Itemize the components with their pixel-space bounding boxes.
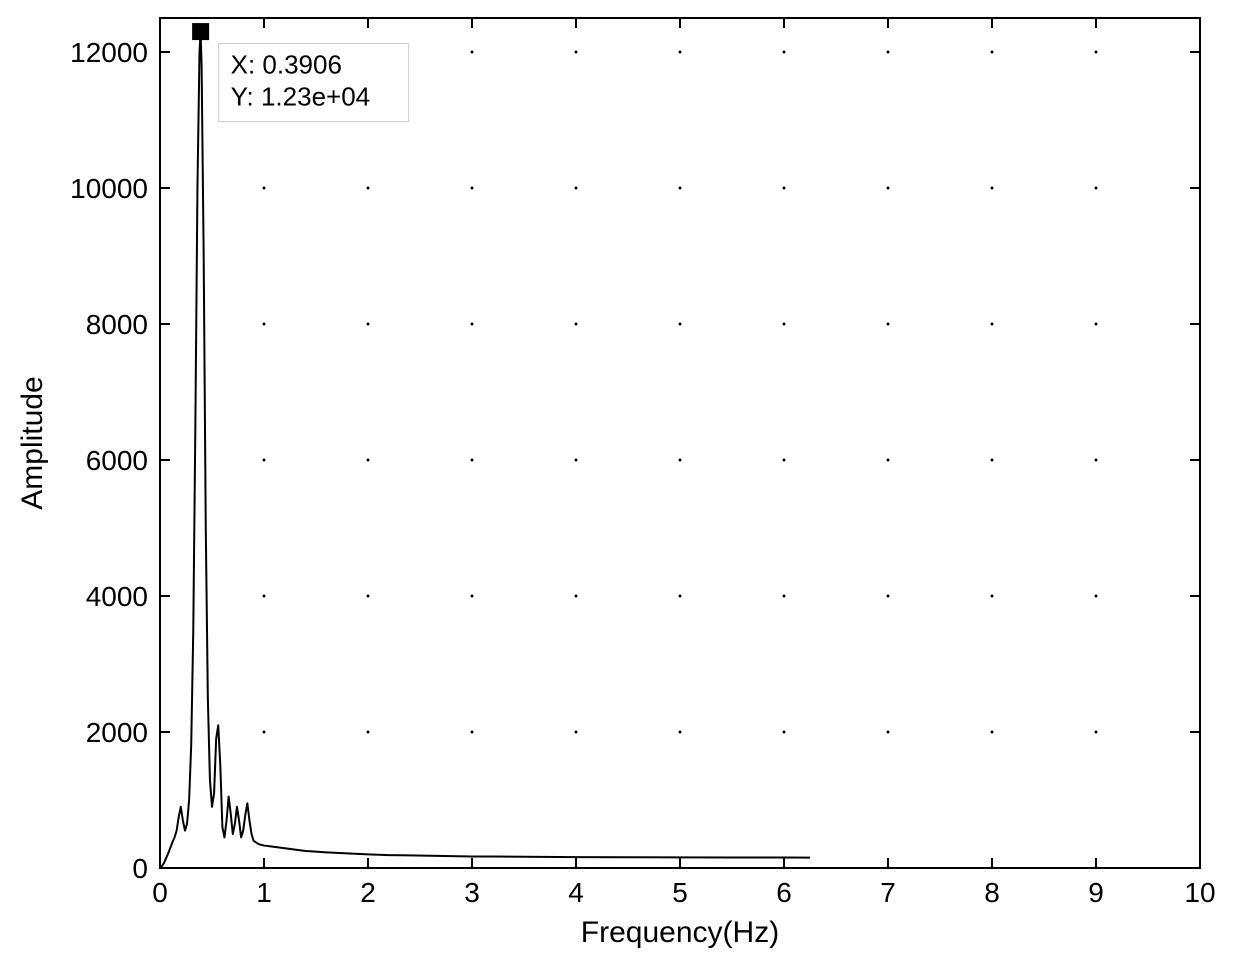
spectrum-chart: 0 1 2 3 4 5 6 7 8 9 10 0 2000 4000 6000 8000 10000 12000 F… <box>0 0 1240 978</box>
x-tick-label: 7 <box>880 877 896 908</box>
grid-dot <box>471 595 474 598</box>
grid-dot <box>575 51 578 54</box>
grid-dot <box>1095 187 1098 190</box>
grid-dot <box>471 323 474 326</box>
grid-dot <box>887 51 890 54</box>
y-tick-label: 2000 <box>86 717 148 748</box>
grid-dot <box>1095 731 1098 734</box>
grid-dot <box>263 323 266 326</box>
y-tick-label: 10000 <box>70 173 148 204</box>
grid-dot <box>367 323 370 326</box>
grid-dot <box>263 459 266 462</box>
x-tick-label: 6 <box>776 877 792 908</box>
grid-dot <box>575 731 578 734</box>
grid-dot <box>575 187 578 190</box>
grid-dot <box>783 323 786 326</box>
grid-dot <box>1095 595 1098 598</box>
grid-dot <box>991 731 994 734</box>
peak-marker[interactable] <box>193 24 209 40</box>
grid-dot <box>887 459 890 462</box>
datatip-y-label: Y: 1.23e+04 <box>231 82 371 112</box>
grid-dot <box>991 187 994 190</box>
grid-dot <box>783 51 786 54</box>
grid-dot <box>991 51 994 54</box>
grid-dot <box>887 731 890 734</box>
grid-dot <box>471 187 474 190</box>
x-tick-label: 4 <box>568 877 584 908</box>
grid-dot <box>471 51 474 54</box>
grid-dot <box>783 595 786 598</box>
grid-dot <box>367 187 370 190</box>
grid-dot <box>887 595 890 598</box>
x-tick-label: 5 <box>672 877 688 908</box>
grid-dot <box>367 595 370 598</box>
x-tick-label: 2 <box>360 877 376 908</box>
y-axis-label: Amplitude <box>16 376 49 509</box>
grid-dot <box>991 323 994 326</box>
x-axis-label: Frequency(Hz) <box>581 916 779 949</box>
grid-dot <box>679 51 682 54</box>
x-tick-label: 1 <box>256 877 272 908</box>
grid-dot <box>575 459 578 462</box>
y-tick-label: 12000 <box>70 37 148 68</box>
grid-dot <box>679 459 682 462</box>
grid-dot <box>679 595 682 598</box>
datatip-x-label: X: 0.3906 <box>231 50 342 80</box>
x-tick-label: 10 <box>1184 877 1215 908</box>
grid-dot <box>471 731 474 734</box>
grid-dot <box>263 187 266 190</box>
x-tick-label: 3 <box>464 877 480 908</box>
plot-area <box>160 18 1200 868</box>
chart-svg: 0 1 2 3 4 5 6 7 8 9 10 0 2000 4000 6000 8000 10000 12000 F… <box>0 0 1240 978</box>
grid-dot <box>1095 459 1098 462</box>
grid-dot <box>679 731 682 734</box>
grid-dot <box>991 459 994 462</box>
grid-dot <box>263 731 266 734</box>
grid-dot <box>679 187 682 190</box>
grid-dot <box>887 187 890 190</box>
y-tick-label: 6000 <box>86 445 148 476</box>
grid-dot <box>783 731 786 734</box>
grid-dot <box>991 595 994 598</box>
grid-dot <box>887 323 890 326</box>
grid-dot <box>367 459 370 462</box>
y-tick-label: 8000 <box>86 309 148 340</box>
y-tick-label: 4000 <box>86 581 148 612</box>
x-tick-label: 9 <box>1088 877 1104 908</box>
grid-dot <box>575 595 578 598</box>
grid-dot <box>1095 323 1098 326</box>
grid-dot <box>679 323 682 326</box>
grid-dot <box>471 459 474 462</box>
grid-dot <box>575 323 578 326</box>
grid-dot <box>263 595 266 598</box>
grid-dot <box>783 459 786 462</box>
grid-dot <box>1095 51 1098 54</box>
x-tick-label: 8 <box>984 877 1000 908</box>
y-tick-label: 0 <box>132 853 148 884</box>
x-tick-label: 0 <box>152 877 168 908</box>
grid-dot <box>783 187 786 190</box>
grid-dot <box>367 731 370 734</box>
